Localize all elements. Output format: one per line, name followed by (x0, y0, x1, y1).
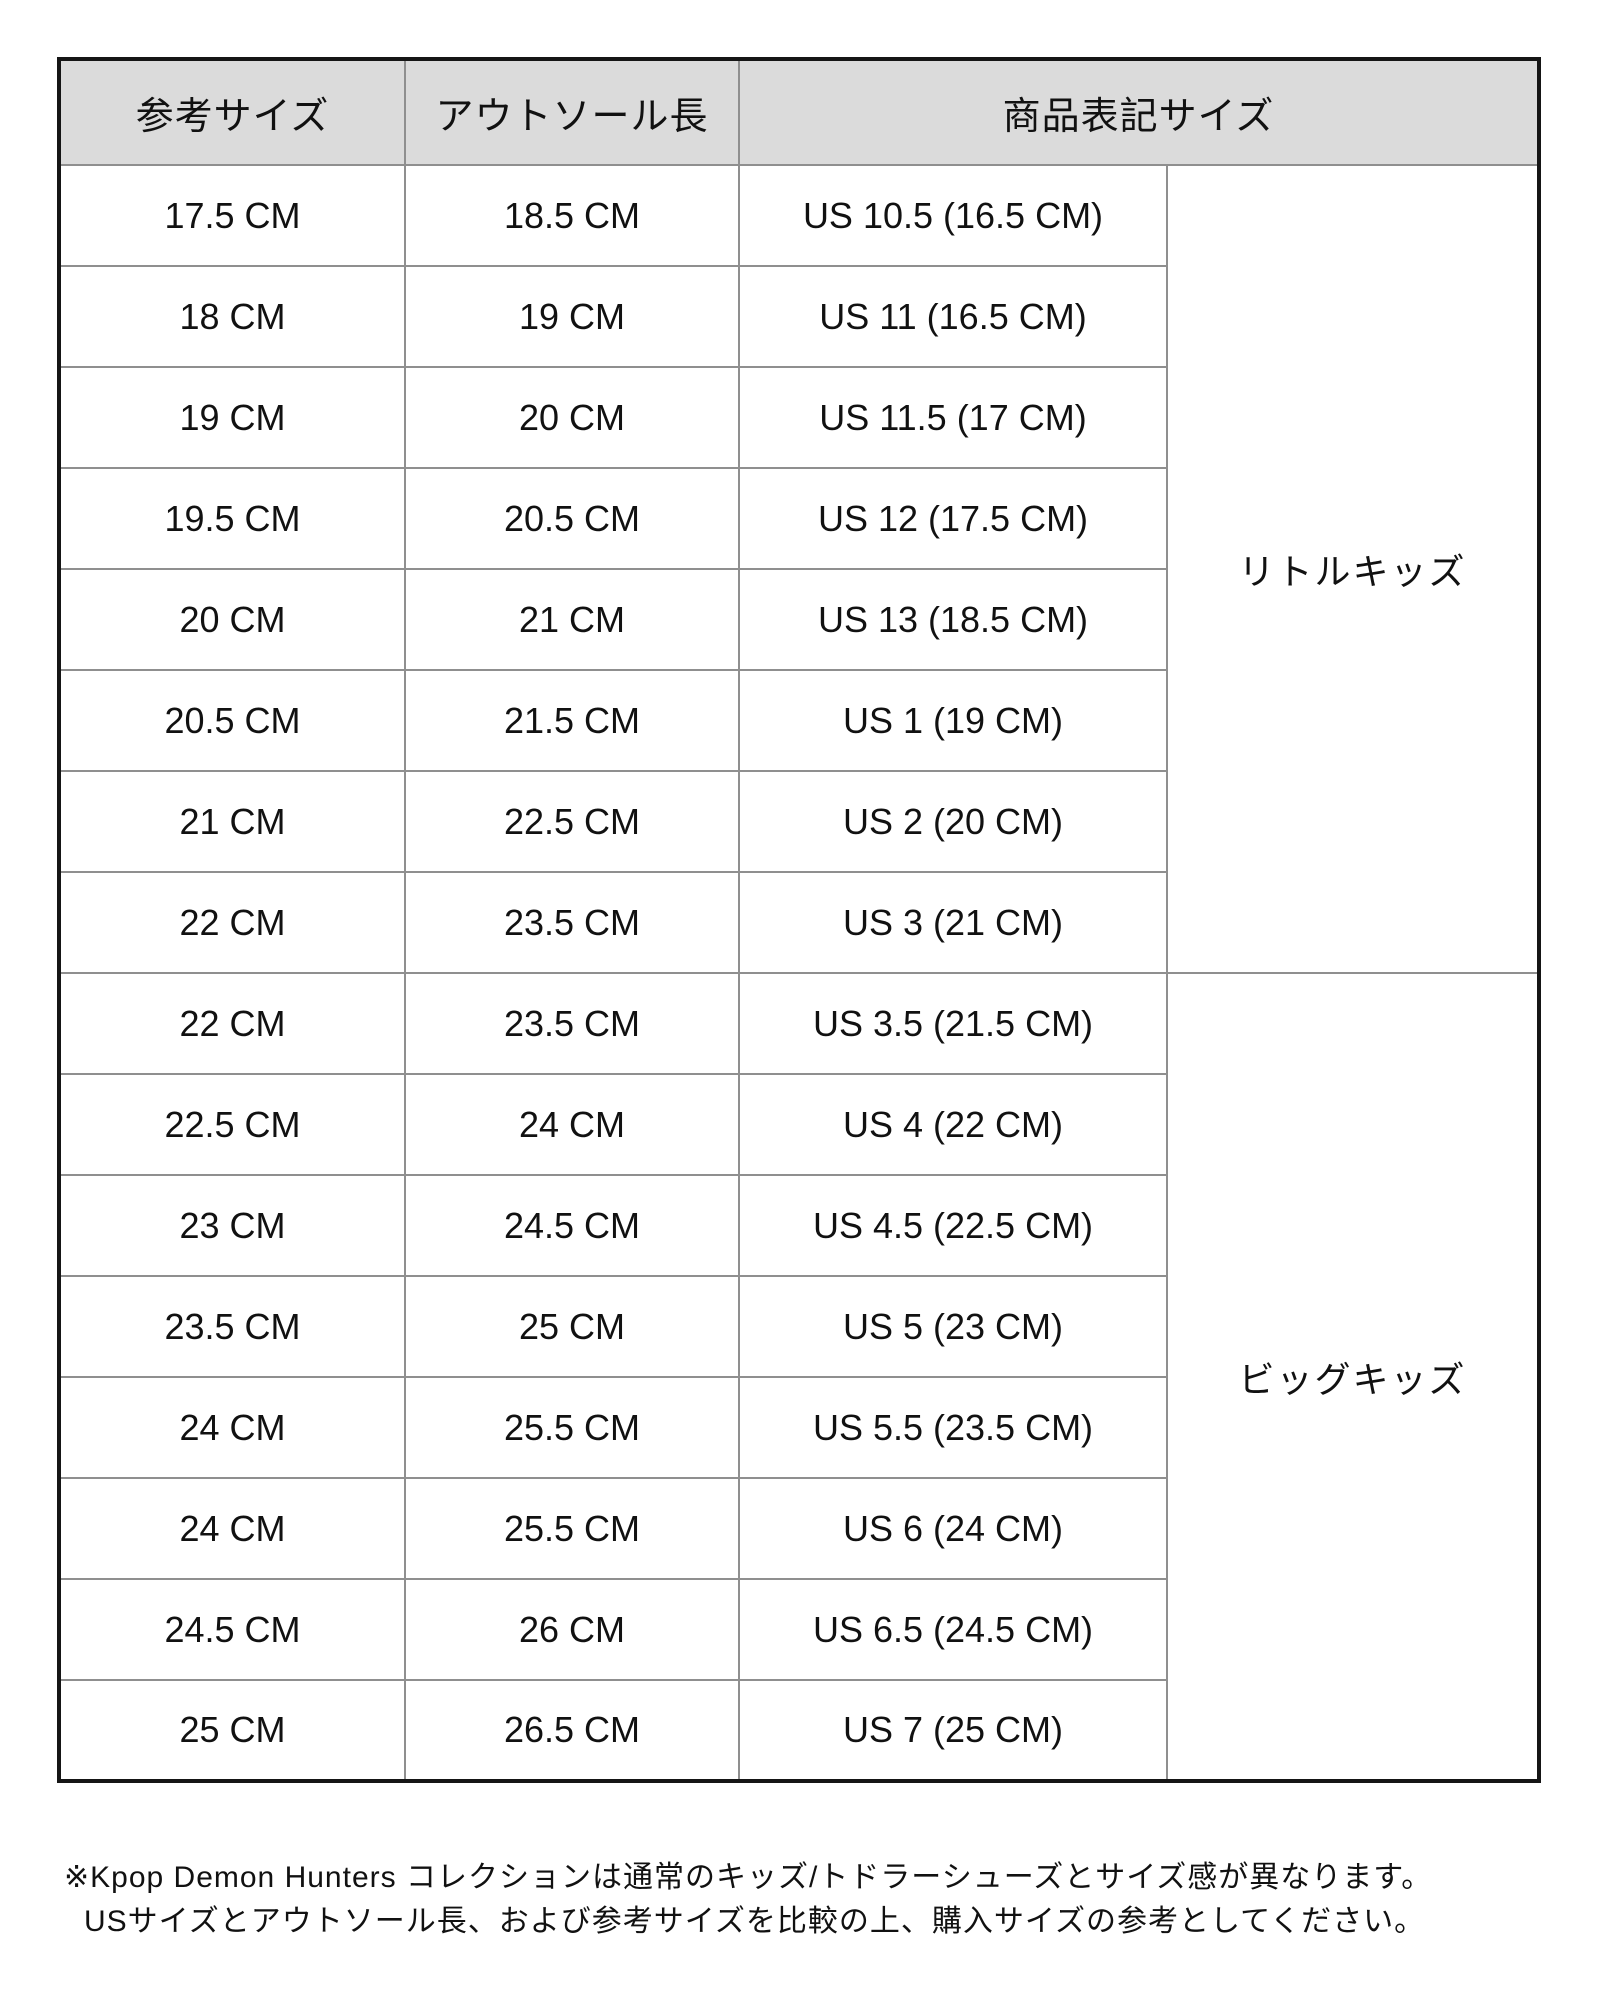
reference-size-cell: 22 CM (58, 972, 406, 1075)
table-row: 17.5 CM 18.5 CM US 10.5 (16.5 CM) リトルキッズ (58, 164, 1540, 974)
reference-size-cell: 24 CM (58, 1477, 406, 1580)
outsole-length-cell: 25 CM (404, 1275, 740, 1378)
footnote-line-2: USサイズとアウトソール長、および参考サイズを比較の上、購入サイズの参考としてく… (84, 1905, 1426, 1938)
outsole-length-cell: 25.5 CM (404, 1477, 740, 1580)
table-row: 19 CM 20 CM US 11.5 (17 CM) (58, 366, 1539, 469)
product-size-cell: US 5 (23 CM) (738, 1275, 1168, 1378)
reference-size-cell: 20 CM (58, 568, 406, 671)
table-row: 18 CM 19 CM US 11 (16.5 CM) (58, 265, 1539, 368)
outsole-length-cell: 23.5 CM (404, 972, 740, 1075)
header-reference-size: 参考サイズ (58, 58, 406, 166)
outsole-length-cell: 20.5 CM (404, 467, 740, 570)
reference-size-cell: 25 CM (58, 1679, 406, 1782)
reference-size-cell: 20.5 CM (58, 669, 406, 772)
group-cell-big-kids: ビッグキッズ (1166, 972, 1540, 1782)
reference-size-cell: 19.5 CM (58, 467, 406, 570)
product-size-cell: US 7 (25 CM) (738, 1679, 1168, 1782)
header-product-size: 商品表記サイズ (738, 58, 1540, 166)
reference-size-cell: 19 CM (58, 366, 406, 469)
reference-size-cell: 24 CM (58, 1376, 406, 1479)
table-row: 22.5 CM 24 CM US 4 (22 CM) (58, 1073, 1539, 1176)
table-row: 21 CM 22.5 CM US 2 (20 CM) (58, 770, 1539, 873)
table-row: 19.5 CM 20.5 CM US 12 (17.5 CM) (58, 467, 1539, 570)
product-size-cell: US 11.5 (17 CM) (738, 366, 1168, 469)
product-size-cell: US 1 (19 CM) (738, 669, 1168, 772)
table-row: 22 CM 23.5 CM US 3.5 (21.5 CM) ビッグキッズ (58, 972, 1540, 1782)
table-row: 23.5 CM 25 CM US 5 (23 CM) (58, 1275, 1539, 1378)
table-row: 25 CM 26.5 CM US 7 (25 CM) (58, 1679, 1539, 1782)
outsole-length-cell: 23.5 CM (404, 871, 740, 974)
table-row: 24 CM 25.5 CM US 6 (24 CM) (58, 1477, 1539, 1580)
product-size-cell: US 12 (17.5 CM) (738, 467, 1168, 570)
outsole-length-cell: 26 CM (404, 1578, 740, 1681)
reference-size-cell: 17.5 CM (58, 164, 406, 267)
reference-size-cell: 22.5 CM (58, 1073, 406, 1176)
header-outsole-length: アウトソール長 (404, 58, 740, 166)
outsole-length-cell: 21.5 CM (404, 669, 740, 772)
size-chart-table: 参考サイズ アウトソール長 商品表記サイズ 17.5 CM 18.5 CM US… (57, 57, 1541, 1783)
product-size-cell: US 5.5 (23.5 CM) (738, 1376, 1168, 1479)
reference-size-cell: 18 CM (58, 265, 406, 368)
table-row: 22 CM 23.5 CM US 3 (21 CM) (58, 871, 1539, 974)
footnote-line-1: ※Kpop Demon Hunters コレクションは通常のキッズ/トドラーシュ… (64, 1861, 1433, 1894)
outsole-length-cell: 20 CM (404, 366, 740, 469)
outsole-length-cell: 25.5 CM (404, 1376, 740, 1479)
outsole-length-cell: 21 CM (404, 568, 740, 671)
outsole-length-cell: 18.5 CM (404, 164, 740, 267)
product-size-cell: US 2 (20 CM) (738, 770, 1168, 873)
outsole-length-cell: 22.5 CM (404, 770, 740, 873)
table-header-row: 参考サイズ アウトソール長 商品表記サイズ (58, 58, 1540, 166)
outsole-length-cell: 26.5 CM (404, 1679, 740, 1782)
reference-size-cell: 24.5 CM (58, 1578, 406, 1681)
table-row: 20 CM 21 CM US 13 (18.5 CM) (58, 568, 1539, 671)
reference-size-cell: 22 CM (58, 871, 406, 974)
footnote: ※Kpop Demon Hunters コレクションは通常のキッズ/トドラーシュ… (64, 1856, 1432, 1944)
outsole-length-cell: 24.5 CM (404, 1174, 740, 1277)
table-row: 24 CM 25.5 CM US 5.5 (23.5 CM) (58, 1376, 1539, 1479)
product-size-cell: US 6.5 (24.5 CM) (738, 1578, 1168, 1681)
reference-size-cell: 23 CM (58, 1174, 406, 1277)
product-size-cell: US 13 (18.5 CM) (738, 568, 1168, 671)
product-size-cell: US 4.5 (22.5 CM) (738, 1174, 1168, 1277)
product-size-cell: US 4 (22 CM) (738, 1073, 1168, 1176)
table-row: 24.5 CM 26 CM US 6.5 (24.5 CM) (58, 1578, 1539, 1681)
outsole-length-cell: 24 CM (404, 1073, 740, 1176)
product-size-cell: US 10.5 (16.5 CM) (738, 164, 1168, 267)
product-size-cell: US 3.5 (21.5 CM) (738, 972, 1168, 1075)
table-row: 20.5 CM 21.5 CM US 1 (19 CM) (58, 669, 1539, 772)
table-row: 23 CM 24.5 CM US 4.5 (22.5 CM) (58, 1174, 1539, 1277)
product-size-cell: US 3 (21 CM) (738, 871, 1168, 974)
group-cell-little-kids: リトルキッズ (1166, 164, 1540, 974)
product-size-cell: US 11 (16.5 CM) (738, 265, 1168, 368)
reference-size-cell: 23.5 CM (58, 1275, 406, 1378)
reference-size-cell: 21 CM (58, 770, 406, 873)
product-size-cell: US 6 (24 CM) (738, 1477, 1168, 1580)
outsole-length-cell: 19 CM (404, 265, 740, 368)
